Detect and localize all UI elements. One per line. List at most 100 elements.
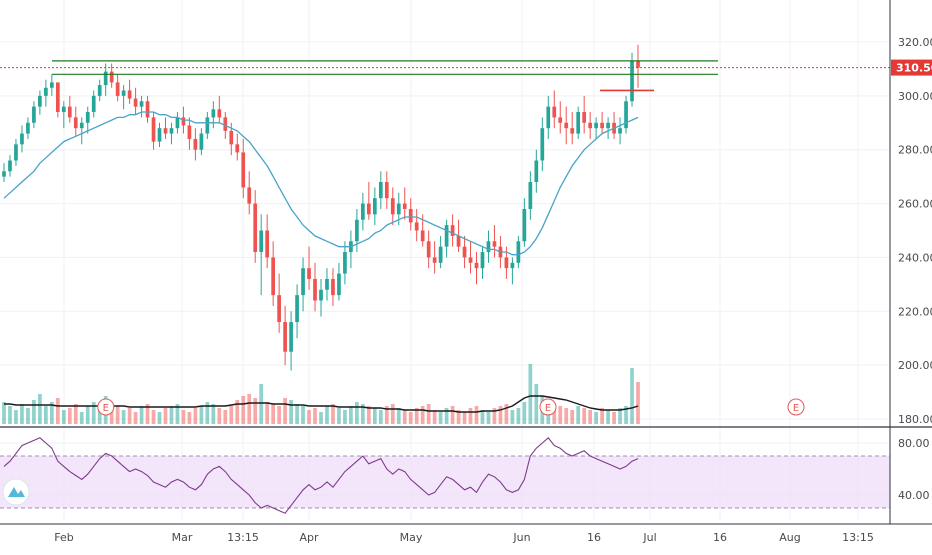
candle-body	[408, 208, 413, 223]
earnings-label: E	[545, 403, 551, 414]
volume-bar	[414, 408, 419, 424]
volume-bar	[606, 410, 610, 424]
candle-body	[378, 182, 383, 199]
volume-bar	[211, 404, 216, 424]
candle-body	[139, 101, 144, 107]
volume-bar	[378, 410, 383, 424]
volume-bar	[253, 398, 258, 424]
candle-body	[163, 128, 168, 134]
candle-body	[432, 257, 437, 263]
candle	[366, 182, 371, 220]
volume-bar	[20, 404, 24, 424]
earnings-badge	[539, 398, 557, 416]
candle	[594, 117, 598, 139]
volume-bar	[55, 398, 60, 424]
volume-bar	[38, 394, 42, 424]
candle	[546, 95, 551, 139]
candle-body	[522, 208, 527, 242]
candle	[331, 268, 335, 306]
candle	[79, 117, 84, 145]
candle-body	[624, 101, 628, 129]
candle	[44, 79, 48, 107]
volume-bar	[570, 410, 575, 424]
candle	[32, 101, 36, 129]
rsi-pane	[0, 437, 890, 514]
candle-body	[97, 85, 102, 96]
candle	[325, 268, 329, 301]
candle	[552, 90, 557, 129]
candle	[26, 117, 30, 139]
candle-body	[32, 106, 36, 123]
candle	[175, 112, 180, 134]
candle	[301, 257, 305, 312]
candle	[313, 262, 317, 312]
volume-bar	[444, 408, 449, 424]
candle-body	[55, 82, 60, 113]
candle	[235, 133, 240, 161]
candle-body	[247, 187, 252, 204]
candle-body	[540, 128, 545, 161]
volume-bar	[26, 408, 30, 424]
candle	[217, 95, 222, 123]
volume-bar	[630, 368, 634, 424]
volume-bar	[384, 406, 389, 424]
volume-bar	[133, 412, 138, 424]
volume-bar	[636, 382, 640, 424]
earnings-label: E	[103, 403, 109, 414]
logo-shape	[8, 487, 25, 497]
moving-average-line	[3, 111, 639, 256]
candle	[361, 192, 365, 231]
candle-body	[468, 257, 473, 263]
volume-bar	[319, 412, 323, 424]
candle-body	[193, 138, 198, 150]
volume-bar	[343, 410, 347, 424]
volume-bar	[528, 364, 533, 424]
candle	[139, 95, 144, 118]
candle	[444, 219, 449, 258]
candle	[618, 117, 622, 145]
volume-bar	[510, 410, 515, 424]
candle	[109, 63, 114, 88]
candle	[259, 214, 264, 296]
candle	[612, 112, 616, 139]
candle	[636, 44, 640, 88]
candle-body	[618, 128, 622, 134]
price-tick-label: 280.00	[898, 144, 932, 157]
candle-body	[456, 235, 461, 247]
candle-body	[606, 122, 610, 129]
volume-bar	[313, 408, 317, 424]
volume-bar	[612, 412, 616, 424]
earnings-badge	[97, 398, 115, 416]
candle-body	[528, 182, 533, 209]
tradingview-logo-icon	[2, 478, 30, 506]
candlestick-series[interactable]	[2, 44, 640, 371]
volume-bar	[181, 410, 186, 424]
candle-body	[199, 133, 204, 150]
candle	[2, 163, 6, 183]
volume-bar	[32, 400, 36, 424]
earnings-label: E	[793, 403, 799, 414]
candle-body	[277, 295, 281, 323]
candle	[426, 230, 431, 269]
candle	[127, 79, 132, 104]
candle	[199, 128, 204, 156]
volume-bar	[289, 400, 293, 424]
candle	[253, 190, 258, 263]
volume-bar	[390, 404, 395, 424]
candle	[606, 117, 610, 139]
volume-bar	[8, 406, 12, 424]
volume-bar	[271, 404, 276, 424]
volume-bar	[127, 408, 132, 424]
candle-body	[151, 117, 156, 142]
volume-bar	[223, 410, 228, 424]
volume-bar	[480, 410, 485, 424]
candle	[630, 52, 634, 107]
candle	[61, 101, 66, 129]
volume-bar	[468, 408, 473, 424]
volume-bar	[462, 412, 467, 424]
candle-body	[49, 82, 54, 88]
candle-body	[91, 95, 96, 113]
candle	[582, 95, 587, 134]
